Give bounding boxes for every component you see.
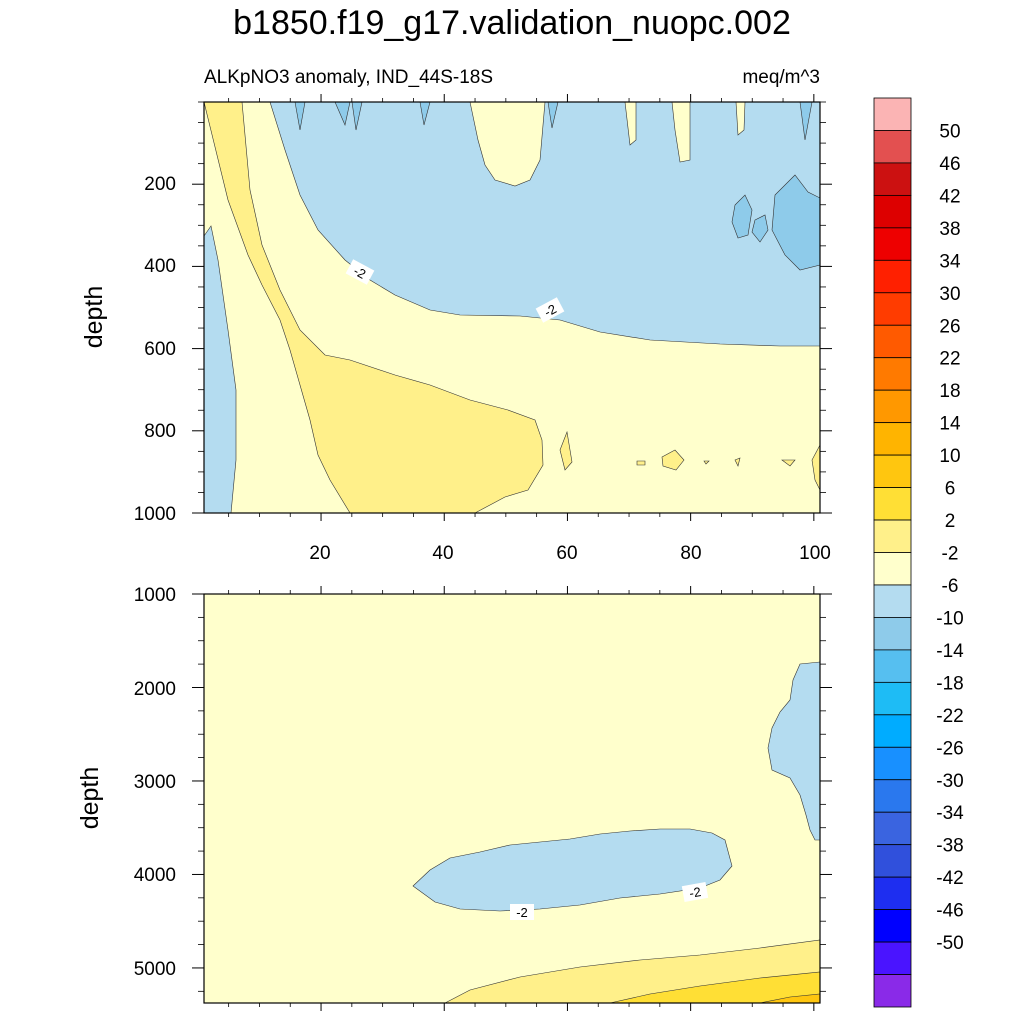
- upper-x-tick-80: 80: [680, 543, 701, 564]
- colorbar-label-15: -10: [936, 608, 963, 629]
- colorbar-label-16: -14: [936, 641, 964, 662]
- colorbar: 50 46 42 38 34 30 26 22 18 14 10 6 2 -2 -6 -10 -14 -18 -22…: [873, 97, 964, 1008]
- lower-y-tick-4000: 4000: [134, 865, 176, 886]
- colorbar-box-26: [873, 941, 912, 975]
- colorbar-box-4: [873, 227, 912, 261]
- colorbar-box-1: [873, 130, 912, 164]
- colorbar-label-23: -42: [936, 868, 963, 889]
- colorbar-label-22: -38: [936, 836, 963, 857]
- colorbar-label-2: 42: [939, 186, 960, 207]
- colorbar-box-20: [873, 746, 912, 781]
- colorbar-box-16: [873, 617, 912, 651]
- upper-blue-patch-2: [751, 214, 769, 243]
- upper-x-tick-40: 40: [432, 543, 453, 564]
- colorbar-label-13: -2: [942, 544, 959, 565]
- colorbar-box-6: [873, 292, 912, 326]
- colorbar-box-7: [873, 324, 912, 359]
- upper-x-tick-60: 60: [556, 543, 577, 564]
- colorbar-box-0: [873, 97, 912, 131]
- upper-spot-3: [636, 460, 646, 466]
- colorbar-box-5: [873, 259, 912, 294]
- colorbar-label-0: 50: [939, 121, 960, 142]
- colorbar-label-7: 22: [939, 349, 960, 370]
- colorbar-box-9: [873, 389, 912, 424]
- colorbar-box-11: [873, 454, 912, 488]
- colorbar-box-12: [873, 487, 912, 521]
- lower-bg: [204, 594, 820, 1003]
- lower-contour-label-2: -2: [688, 884, 702, 901]
- colorbar-label-20: -30: [936, 771, 963, 792]
- lower-y-tick-1000: 1000: [134, 585, 176, 606]
- colorbar-box-8: [873, 357, 912, 391]
- colorbar-box-24: [873, 876, 912, 911]
- colorbar-label-4: 34: [939, 251, 961, 272]
- colorbar-label-25: -50: [936, 933, 963, 954]
- colorbar-label-1: 46: [939, 154, 960, 175]
- colorbar-box-25: [873, 909, 912, 943]
- upper-spot-1: [559, 430, 573, 471]
- upper-panel: -2 -2 20 40 60 80 100 200 400 600 800 10…: [80, 94, 832, 564]
- colorbar-box-21: [873, 779, 912, 813]
- colorbar-label-6: 26: [939, 316, 960, 337]
- colorbar-box-18: [873, 681, 912, 716]
- upper-spot-2: [661, 449, 685, 471]
- colorbar-label-18: -22: [936, 706, 963, 727]
- colorbar-label-24: -46: [936, 901, 963, 922]
- subtitle-left: ALKpNO3 anomaly, IND_44S-18S: [204, 67, 493, 88]
- chart-title: b1850.f19_g17.validation_nuopc.002: [233, 4, 791, 42]
- lower-y-tick-3000: 3000: [134, 772, 176, 793]
- upper-x-tick-20: 20: [309, 543, 330, 564]
- subtitle-right: meq/m^3: [742, 67, 820, 88]
- lower-ticks: [192, 586, 832, 1011]
- upper-y-tick-400: 400: [144, 256, 176, 277]
- colorbar-box-22: [873, 811, 912, 846]
- lower-panel: -2 -2 1000 2000 3000 4000 5000 depth: [76, 585, 832, 1011]
- upper-spot-5: [781, 459, 796, 467]
- colorbar-box-14: [873, 552, 912, 586]
- colorbar-box-15: [873, 584, 912, 618]
- lower-contour-label-1: -2: [516, 905, 528, 920]
- colorbar-box-10: [873, 422, 912, 456]
- colorbar-box-2: [873, 162, 912, 196]
- colorbar-label-21: -34: [936, 803, 964, 824]
- colorbar-label-8: 18: [939, 381, 960, 402]
- colorbar-box-13: [873, 519, 912, 553]
- upper-ticks: [192, 94, 832, 521]
- upper-y-tick-600: 600: [144, 339, 176, 360]
- upper-y-tick-200: 200: [144, 174, 176, 195]
- upper-y-tick-800: 800: [144, 421, 176, 442]
- upper-blue-patch-1: [731, 194, 753, 239]
- colorbar-box-19: [873, 714, 912, 748]
- colorbar-label-10: 10: [939, 446, 960, 467]
- colorbar-box-3: [873, 194, 912, 229]
- colorbar-box-23: [873, 844, 912, 878]
- lower-y-tick-2000: 2000: [134, 679, 176, 700]
- upper-orange-wedge: [203, 101, 544, 514]
- colorbar-box-27: [873, 974, 912, 1008]
- colorbar-label-19: -26: [936, 738, 963, 759]
- lower-y-tick-5000: 5000: [134, 959, 176, 980]
- upper-x-tick-100: 100: [799, 543, 831, 564]
- lower-frame: [203, 593, 821, 1004]
- colorbar-label-11: 6: [945, 479, 956, 500]
- lower-blue-right: [767, 661, 821, 841]
- colorbar-label-5: 30: [939, 284, 960, 305]
- colorbar-label-12: 2: [945, 511, 956, 532]
- colorbar-box-17: [873, 649, 912, 683]
- lower-y-axis-label: depth: [76, 767, 104, 830]
- upper-y-axis-label: depth: [80, 286, 108, 349]
- colorbar-label-3: 38: [939, 219, 960, 240]
- upper-spot-4: [734, 457, 741, 467]
- colorbar-label-17: -18: [936, 673, 963, 694]
- colorbar-label-9: 14: [939, 414, 961, 435]
- colorbar-label-14: -6: [942, 576, 959, 597]
- upper-y-tick-1000: 1000: [134, 504, 176, 525]
- upper-spot-6: [703, 460, 710, 465]
